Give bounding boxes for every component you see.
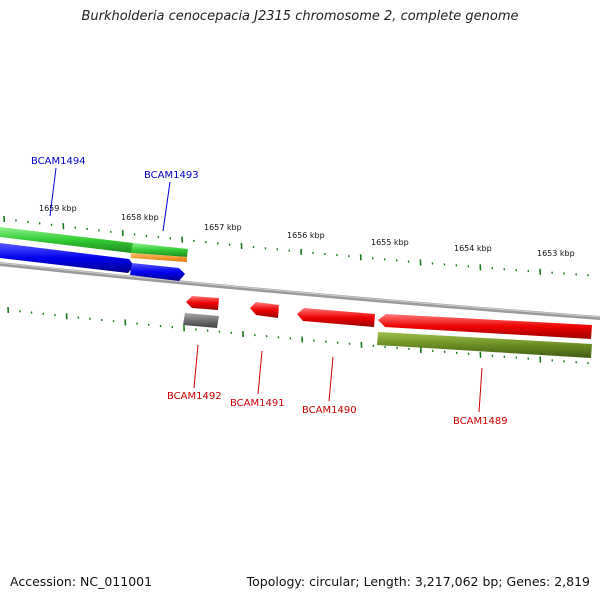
green-feature-cap (131, 243, 188, 257)
leader-line-bcam1490 (328, 356, 334, 402)
scale-label-1658: 1658 kbp (121, 213, 159, 222)
gene-label-bcam1489[interactable]: BCAM1489 (453, 416, 508, 427)
scale-label-1659: 1659 kbp (39, 204, 77, 213)
gene-arrow-bcam1493[interactable] (130, 263, 185, 281)
olive-feature (377, 332, 592, 358)
gene-arrow-bcam1490[interactable] (297, 308, 375, 327)
sequence-backbone (0, 262, 600, 320)
leader-line-bcam1491 (257, 350, 263, 395)
gene-label-bcam1494[interactable]: BCAM1494 (31, 156, 86, 167)
green-feature (0, 227, 133, 253)
genome-summary-text: Topology: circular; Length: 3,217,062 bp… (246, 574, 590, 589)
map-title: Burkholderia cenocepacia J2315 chromosom… (81, 9, 519, 24)
gene-label-bcam1491[interactable]: BCAM1491 (230, 398, 285, 409)
scale-label-1654: 1654 kbp (454, 244, 492, 253)
gene-label-bcam1492[interactable]: BCAM1492 (167, 391, 222, 402)
scale-label-1656: 1656 kbp (287, 231, 325, 240)
scale-ticks-lower (7, 306, 589, 365)
scale-ticks-upper (3, 215, 589, 277)
sequence-backbone-highlight (0, 262, 600, 318)
gene-arrow-bcam1494[interactable] (0, 243, 134, 273)
scale-label-1655: 1655 kbp (371, 238, 409, 247)
scale-label-1653: 1653 kbp (537, 249, 575, 258)
gray-feature (183, 313, 219, 328)
leader-line-bcam1493 (162, 181, 171, 232)
gene-arrow-bcam1489[interactable] (378, 314, 592, 339)
gene-arrow-bcam1492[interactable] (186, 296, 219, 310)
gene-label-bcam1490[interactable]: BCAM1490 (302, 405, 357, 416)
accession-text: Accession: NC_011001 (10, 574, 153, 589)
leader-line-bcam1492 (193, 344, 199, 389)
gene-label-bcam1493[interactable]: BCAM1493 (144, 170, 199, 181)
gene-arrow-bcam1491[interactable] (250, 302, 279, 318)
orange-feature (131, 253, 187, 262)
leader-line-bcam1494 (49, 167, 57, 217)
scale-label-1657: 1657 kbp (204, 223, 242, 232)
leader-line-bcam1489 (478, 367, 483, 413)
